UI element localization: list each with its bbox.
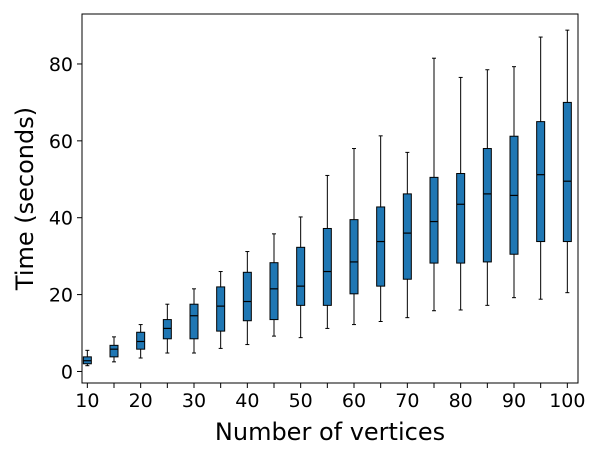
box-100: [562, 29, 572, 294]
box-body: [376, 206, 386, 287]
box-80: [456, 76, 466, 311]
x-axis-label: Number of vertices: [215, 418, 445, 446]
x-tick-label: 100: [549, 390, 585, 412]
box-body: [109, 344, 119, 358]
box-65: [376, 135, 386, 322]
y-tick-label: 80: [49, 54, 73, 76]
box-body: [136, 331, 146, 350]
box-45: [269, 233, 279, 337]
x-tick-label: 30: [182, 390, 206, 412]
box-body: [189, 303, 199, 340]
x-tick-label: 50: [289, 390, 313, 412]
x-tick-label: 80: [449, 390, 473, 412]
box-body: [322, 227, 332, 306]
box-30: [189, 288, 199, 354]
box-body: [402, 193, 412, 280]
boxes-layer: [82, 29, 572, 367]
box-body: [536, 121, 546, 243]
box-body: [349, 219, 359, 295]
box-35: [216, 271, 226, 349]
box-55: [322, 174, 332, 329]
box-85: [482, 69, 492, 306]
box-15: [109, 336, 119, 363]
y-tick-label: 0: [61, 361, 73, 383]
y-tick-label: 60: [49, 131, 73, 153]
box-10: [82, 349, 92, 367]
box-body: [562, 101, 572, 243]
x-tick-label: 40: [235, 390, 259, 412]
box-60: [349, 148, 359, 326]
box-25: [162, 303, 172, 354]
box-body: [216, 286, 226, 332]
x-tick-label: 10: [75, 390, 99, 412]
plot-frame: [81, 13, 579, 384]
box-body: [269, 262, 279, 321]
x-tick-label: 60: [342, 390, 366, 412]
box-20: [136, 324, 146, 359]
box-90: [509, 66, 519, 299]
x-tick-label: 70: [395, 390, 419, 412]
ticks-layer: 10 20 30 40 50 60 70 80 90 100 0 20 40 60 80: [49, 54, 586, 412]
x-tick-label: 20: [129, 390, 153, 412]
box-body: [456, 173, 466, 264]
box-95: [536, 36, 546, 300]
y-axis-label: Time (seconds): [11, 107, 39, 291]
box-body: [482, 148, 492, 263]
x-tick-label: 90: [502, 390, 526, 412]
box-body: [242, 271, 252, 322]
box-body: [162, 319, 172, 340]
box-70: [402, 151, 412, 319]
box-body: [296, 246, 306, 306]
y-tick-label: 20: [49, 285, 73, 307]
box-40: [242, 251, 252, 346]
box-50: [296, 216, 306, 339]
y-tick-label: 40: [49, 208, 73, 230]
box-75: [429, 57, 439, 312]
box-body: [429, 176, 439, 264]
